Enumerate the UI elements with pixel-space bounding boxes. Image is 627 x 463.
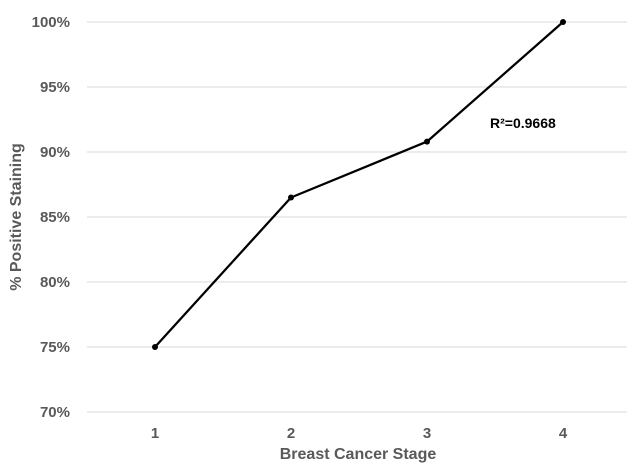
y-tick-label: 90% (40, 144, 70, 161)
y-tick-label: 100% (32, 14, 70, 31)
series-group (152, 19, 566, 350)
series-line (154, 21, 564, 348)
x-tick-labels: 1 2 3 4 (151, 425, 568, 442)
x-axis-title: Breast Cancer Stage (280, 446, 437, 463)
data-point (560, 19, 566, 25)
data-point (152, 344, 158, 350)
y-tick-labels: 70% 75% 80% 85% 90% 95% 100% (32, 14, 70, 421)
y-tick-label: 95% (40, 79, 70, 96)
y-axis-title: % Positive Staining (8, 143, 25, 291)
y-tick-label: 75% (40, 339, 70, 356)
x-tick-label: 3 (423, 425, 431, 442)
r-squared-annotation: R²=0.9668 (490, 115, 556, 131)
x-tick-label: 1 (151, 425, 159, 442)
data-point (288, 194, 294, 201)
y-tick-label: 80% (40, 274, 70, 291)
y-tick-label: 85% (40, 209, 70, 226)
y-tick-label: 70% (40, 404, 70, 421)
x-tick-label: 2 (287, 425, 295, 442)
x-tick-label: 4 (559, 425, 568, 442)
data-point (424, 138, 430, 145)
gridlines (87, 21, 627, 413)
